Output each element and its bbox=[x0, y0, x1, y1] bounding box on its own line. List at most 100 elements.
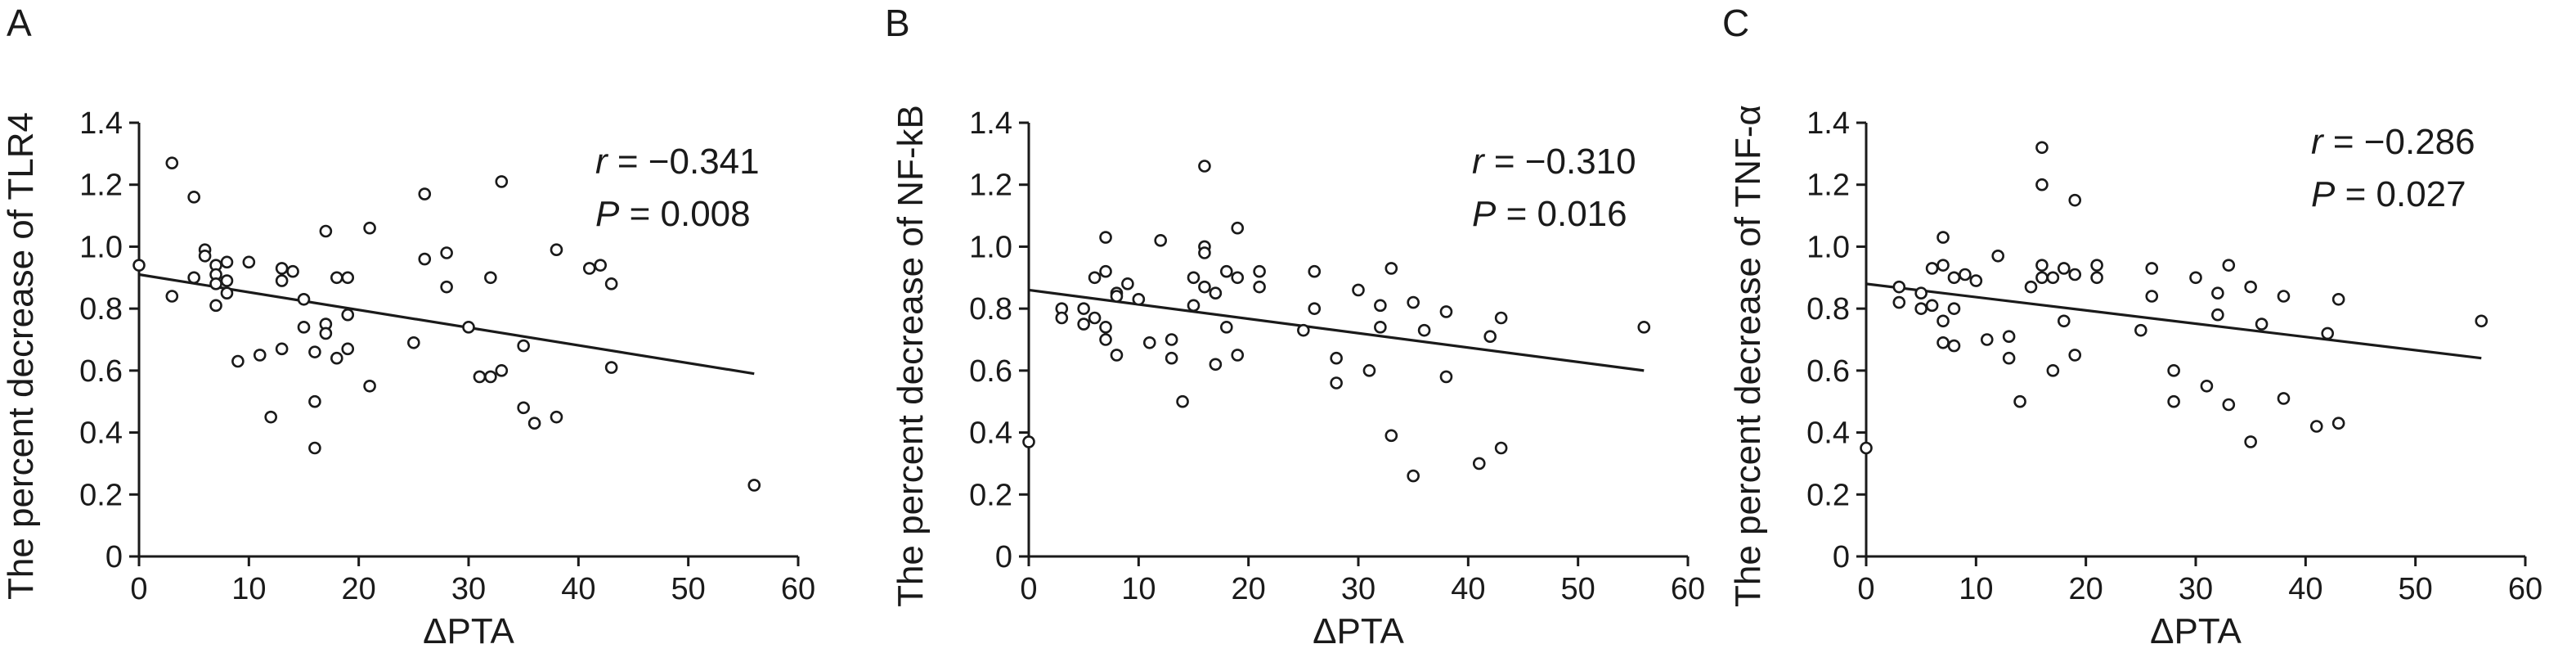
scatter-point bbox=[1142, 336, 1156, 349]
p-symbol: P bbox=[595, 194, 620, 234]
y-tick-label: 1.0 bbox=[1806, 230, 1850, 264]
scatter-point bbox=[1297, 323, 1310, 337]
scatter-point bbox=[297, 292, 311, 306]
scatter-point bbox=[2013, 394, 2026, 408]
scatter-point bbox=[1308, 264, 1322, 278]
y-tick-label: 0.4 bbox=[969, 417, 1012, 451]
scatter-point bbox=[297, 321, 311, 334]
scatter-point bbox=[604, 361, 618, 374]
scatter-point bbox=[1110, 349, 1124, 362]
regression-line bbox=[1028, 288, 1645, 372]
y-tick-label: 0.8 bbox=[969, 292, 1012, 326]
scatter-point bbox=[2058, 262, 2071, 275]
scatter-point bbox=[165, 156, 179, 170]
y-tick-label: 0.2 bbox=[969, 478, 1012, 512]
scatter-point bbox=[2046, 271, 2060, 285]
scatter-point bbox=[1914, 302, 1928, 315]
y-axis-title: The percent decrease of TNF-α bbox=[1728, 105, 1768, 607]
scatter-point bbox=[418, 252, 432, 266]
scatter-point bbox=[1936, 314, 1950, 328]
scatter-point bbox=[418, 187, 432, 200]
scatter-point bbox=[2277, 290, 2291, 303]
x-tick-label: 50 bbox=[2399, 572, 2433, 606]
y-axis-title: The percent decrease of NF-kB bbox=[891, 105, 931, 607]
scatter-point bbox=[2189, 271, 2202, 285]
scatter-point bbox=[1936, 336, 1950, 349]
x-tick-label: 30 bbox=[1341, 572, 1376, 606]
x-tick-label: 30 bbox=[2179, 572, 2213, 606]
scatter-point bbox=[275, 274, 289, 287]
scatter-point bbox=[286, 264, 299, 278]
scatter-point bbox=[2145, 290, 2159, 303]
y-tick-label: 0.4 bbox=[79, 417, 123, 451]
panel-letter: C bbox=[1722, 2, 1749, 44]
p-value-text: P = 0.016 bbox=[1472, 194, 1627, 234]
x-tick-label: 0 bbox=[130, 572, 147, 606]
p-value: = 0.016 bbox=[1496, 194, 1627, 234]
scatter-point bbox=[1914, 286, 1928, 300]
x-tick-label: 10 bbox=[1959, 572, 1993, 606]
scatter-point bbox=[1483, 330, 1497, 344]
scatter-point bbox=[2068, 268, 2082, 281]
y-tick-label: 0.6 bbox=[79, 354, 123, 389]
scatter-point bbox=[1231, 349, 1245, 362]
scatter-point bbox=[231, 354, 245, 368]
scatter-point bbox=[363, 379, 376, 393]
scatter-point bbox=[1099, 321, 1112, 334]
y-tick-label: 0 bbox=[995, 540, 1012, 574]
y-tick-label: 0.2 bbox=[79, 478, 123, 512]
scatter-point bbox=[1494, 441, 1508, 455]
scatter-point bbox=[1892, 280, 1906, 294]
scatter-point bbox=[2167, 364, 2180, 377]
scatter-point bbox=[242, 255, 256, 269]
scatter-point bbox=[330, 271, 343, 285]
scatter-point bbox=[1959, 268, 1972, 281]
scatter-point bbox=[1936, 231, 1950, 244]
y-tick-label: 1.2 bbox=[79, 169, 123, 203]
y-tick-label: 1.0 bbox=[79, 230, 123, 264]
scatter-point bbox=[2277, 392, 2291, 405]
scatter-point bbox=[341, 308, 355, 322]
scatter-point bbox=[308, 394, 321, 408]
scatter-point bbox=[1088, 271, 1102, 285]
scatter-point bbox=[341, 271, 355, 285]
scatter-point bbox=[1187, 271, 1200, 285]
scatter-point bbox=[2244, 435, 2257, 448]
y-tick-label: 1.2 bbox=[1806, 169, 1850, 203]
scatter-point bbox=[220, 255, 234, 269]
scatter-point bbox=[2002, 351, 2016, 365]
correlation-r-text: r = −0.286 bbox=[2311, 122, 2475, 162]
x-tick-label: 20 bbox=[1232, 572, 1266, 606]
y-tick-label: 0 bbox=[1833, 540, 1850, 574]
x-tick-label: 60 bbox=[781, 572, 815, 606]
scatter-point bbox=[2035, 178, 2049, 191]
scatter-point bbox=[330, 351, 343, 365]
y-tick-label: 0 bbox=[105, 540, 123, 574]
y-tick-label: 1.0 bbox=[969, 230, 1012, 264]
scatter-point bbox=[2024, 280, 2038, 294]
p-value-text: P = 0.008 bbox=[595, 194, 751, 234]
scatter-point bbox=[1439, 370, 1453, 384]
scatter-point bbox=[220, 286, 234, 300]
scatter-point bbox=[440, 246, 453, 259]
scatter-point bbox=[2002, 330, 2016, 344]
scatter-point bbox=[1384, 429, 1398, 443]
r-value: = −0.341 bbox=[608, 142, 760, 182]
scatter-point bbox=[1330, 351, 1343, 365]
scatter-point bbox=[187, 191, 200, 204]
scatter-point bbox=[253, 349, 267, 362]
scatter-point bbox=[1925, 262, 1939, 275]
scatter-point bbox=[1198, 280, 1211, 294]
x-tick-label: 30 bbox=[451, 572, 486, 606]
x-tick-label: 60 bbox=[1671, 572, 1705, 606]
panel-letter: B bbox=[885, 2, 910, 44]
scatter-point bbox=[1637, 321, 1651, 334]
scatter-point bbox=[495, 175, 509, 188]
scatter-point bbox=[1407, 469, 1420, 483]
scatter-point bbox=[2331, 417, 2345, 430]
y-axis-title: The percent decrease of TLR4 bbox=[1, 112, 41, 600]
regression-line bbox=[138, 272, 755, 376]
y-tick-label: 0.2 bbox=[1806, 478, 1850, 512]
scatter-point bbox=[308, 441, 321, 455]
scatter-point bbox=[1132, 292, 1146, 306]
